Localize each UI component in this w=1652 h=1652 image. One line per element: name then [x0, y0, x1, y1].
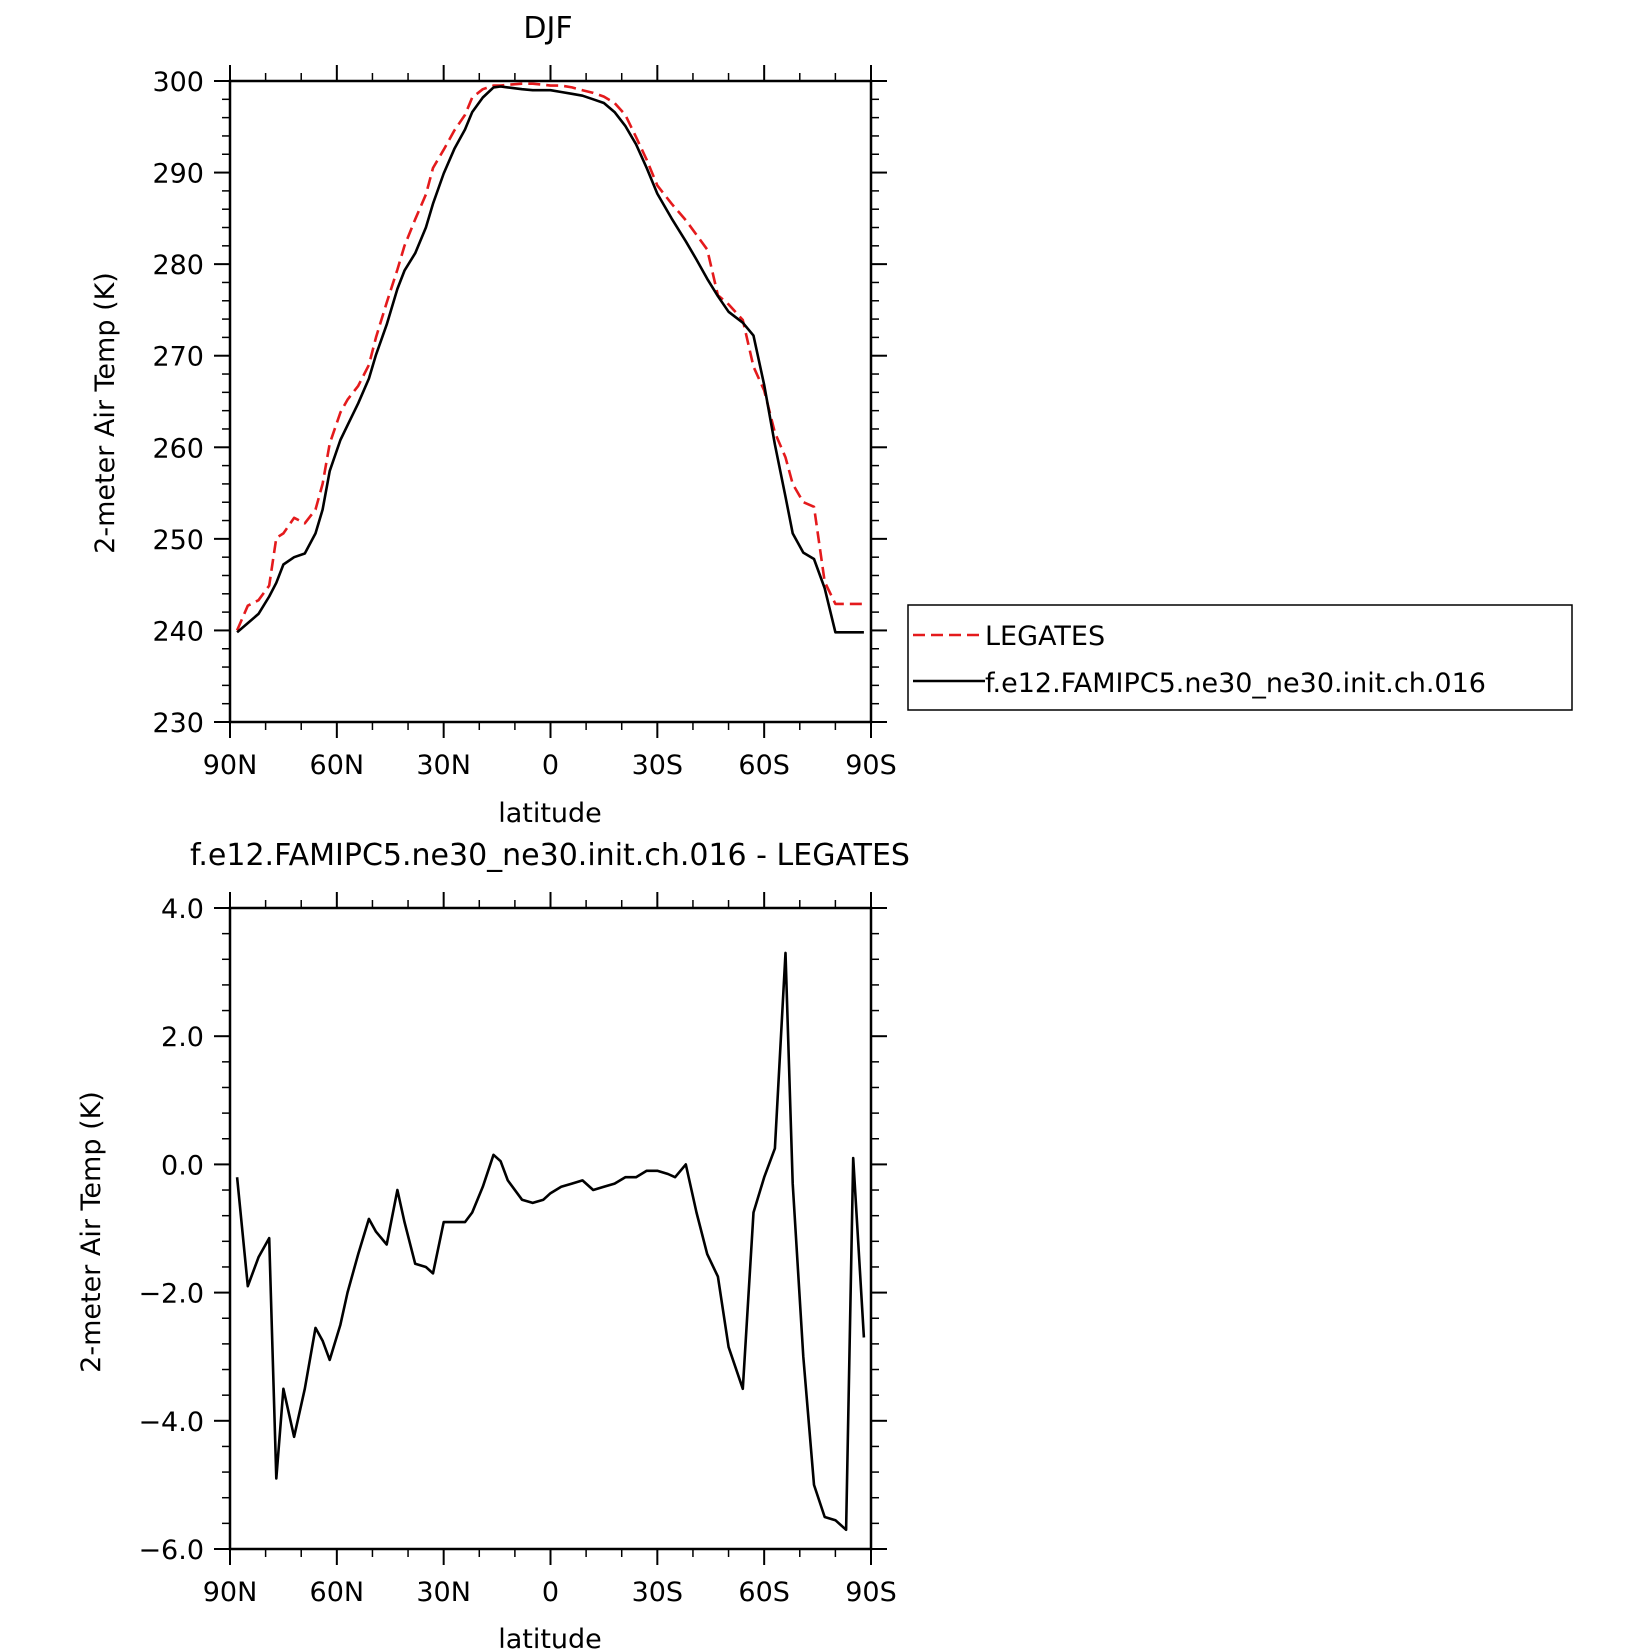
legend-label-legates: LEGATES	[985, 621, 1105, 652]
bottom-y-tick-label: 2.0	[161, 1022, 204, 1053]
top-plot-frame	[228, 79, 873, 724]
bottom-x-tick-label: 90S	[845, 1577, 897, 1608]
top-y-tick-label: 260	[152, 433, 204, 464]
top-x-tick-label: 90S	[845, 750, 897, 781]
bottom-y-tick-label: 0.0	[161, 1150, 204, 1181]
top-y-tick-label: 230	[152, 708, 204, 739]
bottom-x-tick-labels: 90N 60N 30N 0 30S 60S 90S	[203, 1577, 897, 1608]
top-x-axis-label: latitude	[498, 798, 602, 829]
bottom-x-tick-label: 60S	[738, 1577, 790, 1608]
top-panel: DJF 2-meter Air Temp (K) 230 240 250 260 270…	[90, 11, 897, 829]
top-y-tick-label: 270	[152, 342, 204, 373]
legend-label-model: f.e12.FAMIPC5.ne30_ne30.init.ch.016	[985, 668, 1486, 699]
bottom-x-tick-label: 0	[542, 1577, 559, 1608]
top-series-f-e12-famipc5-ne30-ne30-init-ch-016	[236, 85, 864, 634]
legend-box	[907, 604, 1573, 711]
bottom-y-axis-label: 2-meter Air Temp (K)	[76, 1091, 107, 1373]
top-x-tick-label: 0	[542, 750, 559, 781]
legend: LEGATES f.e12.FAMIPC5.ne30_ne30.init.ch.…	[907, 604, 1573, 711]
bottom-x-tick-label: 90N	[203, 1577, 258, 1608]
top-y-tick-label: 280	[152, 250, 204, 281]
bottom-series-lines	[235, 951, 866, 1532]
top-y-tick-labels: 230 240 250 260 270 280 290 300	[152, 67, 204, 739]
top-x-tick-labels: 90N 60N 30N 0 30S 60S 90S	[203, 750, 897, 781]
top-x-tick-label: 90N	[203, 750, 258, 781]
bottom-y-tick-label: −6.0	[138, 1535, 204, 1566]
bottom-axis-ticks	[214, 892, 887, 1565]
bottom-y-tick-label: 4.0	[161, 894, 204, 925]
top-series-legates	[235, 82, 864, 631]
top-x-tick-label: 60N	[310, 750, 365, 781]
bottom-plot-frame	[228, 906, 873, 1551]
top-x-tick-label: 30S	[632, 750, 684, 781]
bottom-series-difference	[235, 951, 866, 1532]
bottom-title: f.e12.FAMIPC5.ne30_ne30.init.ch.016 - LE…	[190, 838, 910, 873]
top-y-tick-label: 240	[152, 616, 204, 647]
top-series-lines	[235, 82, 864, 634]
top-axis-ticks	[214, 65, 887, 738]
bottom-y-tick-labels: −6.0 −4.0 −2.0 0.0 2.0 4.0	[138, 894, 204, 1566]
bottom-x-tick-label: 60N	[310, 1577, 365, 1608]
bottom-y-tick-label: −2.0	[138, 1279, 204, 1310]
bottom-x-tick-label: 30S	[632, 1577, 684, 1608]
top-x-tick-label: 30N	[416, 750, 471, 781]
bottom-panel: f.e12.FAMIPC5.ne30_ne30.init.ch.016 - LE…	[76, 838, 910, 1652]
bottom-x-axis-label: latitude	[498, 1624, 602, 1652]
top-y-tick-label: 250	[152, 525, 204, 556]
top-y-axis-label: 2-meter Air Temp (K)	[90, 272, 121, 554]
top-y-tick-label: 300	[152, 67, 204, 98]
top-x-tick-label: 60S	[738, 750, 790, 781]
bottom-y-tick-label: −4.0	[138, 1407, 204, 1438]
top-y-tick-label: 290	[152, 159, 204, 190]
top-title: DJF	[523, 11, 572, 46]
bottom-x-tick-label: 30N	[416, 1577, 471, 1608]
